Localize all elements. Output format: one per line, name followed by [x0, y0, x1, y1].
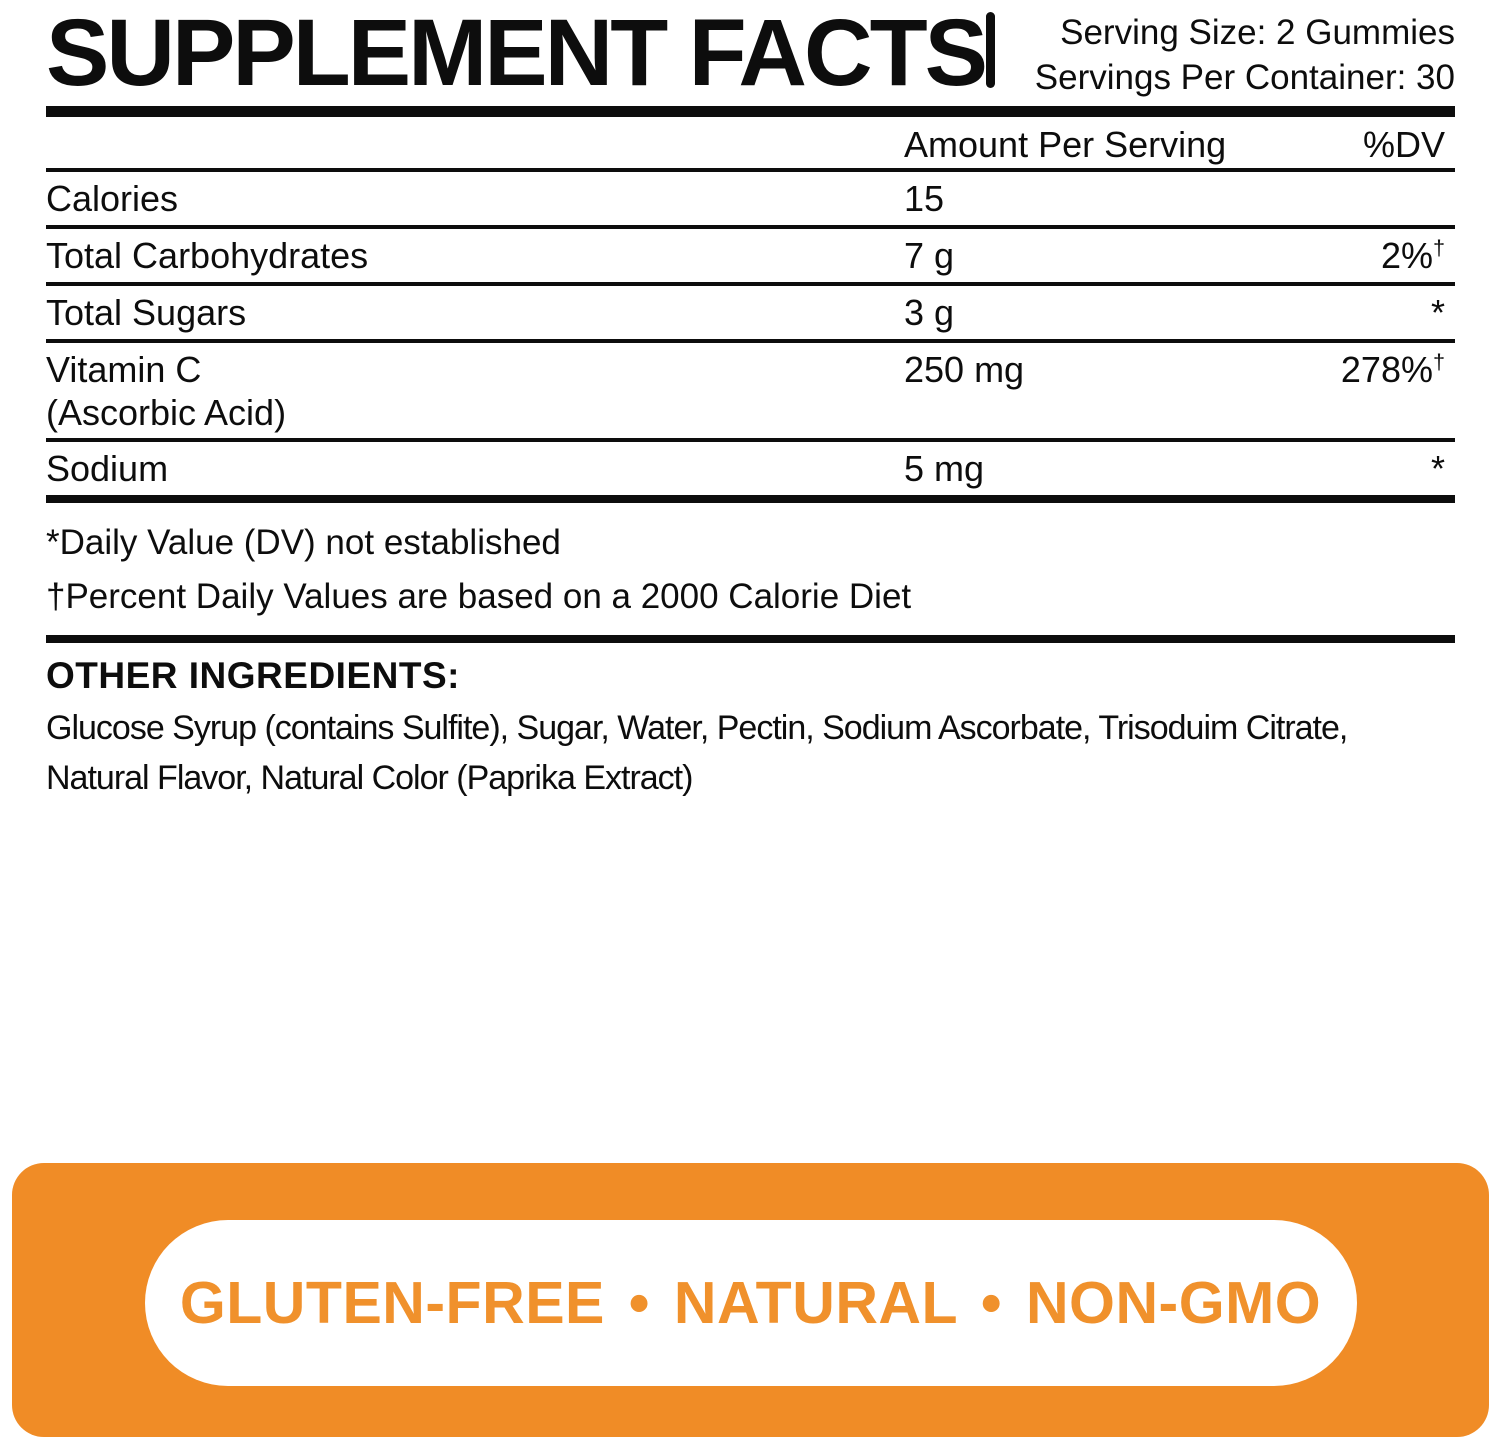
title-rule	[46, 106, 1455, 117]
nutrient-name: Calories	[46, 178, 179, 219]
header-divider	[985, 12, 995, 88]
nutrient-amount: 3 g	[904, 292, 955, 333]
facts-table: Amount Per Serving %DV Calories 15 Total…	[46, 117, 1455, 503]
page-title: SUPPLEMENT FACTS	[46, 0, 988, 106]
nutrient-dv: 278%†	[1340, 349, 1445, 390]
table-row-total-sugars: Total Sugars 3 g *	[46, 286, 1455, 343]
footnote-percent-daily-values: †Percent Daily Values are based on a 200…	[46, 577, 912, 616]
nutrient-dv: *	[1430, 448, 1445, 489]
ingredients-line-2: Natural Flavor, Natural Color (Paprika E…	[46, 759, 693, 797]
table-row-vitamin-c: Vitamin C (Ascorbic Acid) 250 mg 278%†	[46, 343, 1455, 442]
other-ingredients: OTHER INGREDIENTS: Glucose Syrup (contai…	[46, 643, 1455, 803]
nutrient-dv: *	[1430, 292, 1445, 333]
column-header-amount: Amount Per Serving	[904, 124, 1227, 165]
table-row-total-carbohydrates: Total Carbohydrates 7 g 2%†	[46, 229, 1455, 286]
nutrient-name: Total Sugars	[46, 292, 247, 333]
nutrient-name: Vitamin C (Ascorbic Acid)	[46, 348, 904, 434]
footnote-dv-not-established: *Daily Value (DV) not established	[46, 523, 561, 562]
table-row-sodium: Sodium 5 mg *	[46, 442, 1455, 503]
badge-banner: GLUTEN-FREE • NATURAL • NON-GMO	[12, 1163, 1489, 1437]
nutrient-amount: 250 mg	[904, 349, 1025, 390]
serving-info-block: Serving Size: 2 Gummies Servings Per Con…	[985, 6, 1455, 100]
table-row-calories: Calories 15	[46, 172, 1455, 229]
nutrient-name: Total Carbohydrates	[46, 235, 369, 276]
serving-size-text: Serving Size: 2 Gummies	[1060, 13, 1455, 52]
table-header-row: Amount Per Serving %DV	[46, 117, 1455, 172]
nutrient-name: Sodium	[46, 448, 169, 489]
other-ingredients-heading: OTHER INGREDIENTS:	[46, 655, 460, 696]
ingredients-line-1: Glucose Syrup (contains Sulfite), Sugar,…	[46, 709, 1348, 747]
other-ingredients-text: Glucose Syrup (contains Sulfite), Sugar,…	[46, 703, 1455, 803]
nutrient-amount: 7 g	[904, 235, 955, 276]
badge-text: GLUTEN-FREE • NATURAL • NON-GMO	[179, 1270, 1322, 1336]
footnotes: *Daily Value (DV) not established †Perce…	[46, 503, 1455, 643]
serving-info: Serving Size: 2 Gummies Servings Per Con…	[995, 6, 1455, 100]
nutrient-amount: 15	[904, 178, 945, 219]
nutrient-amount: 5 mg	[904, 448, 985, 489]
nutrient-dv: 2%†	[1380, 235, 1445, 276]
nutrient-subname: (Ascorbic Acid)	[46, 392, 287, 433]
servings-per-container-text: Servings Per Container: 30	[1034, 58, 1455, 97]
column-header-dv: %DV	[1362, 124, 1445, 165]
badge-pill: GLUTEN-FREE • NATURAL • NON-GMO	[144, 1220, 1357, 1386]
header: SUPPLEMENT FACTS Serving Size: 2 Gummies…	[46, 0, 1455, 101]
